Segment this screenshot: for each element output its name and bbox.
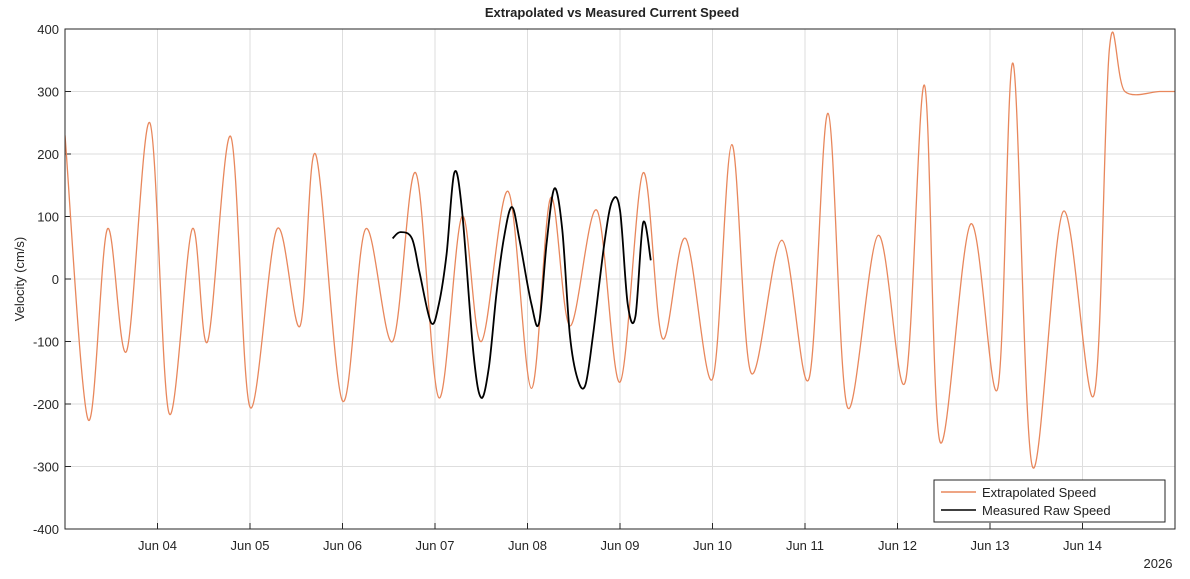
x-tick-label: Jun 07 xyxy=(415,538,454,553)
x-axis-ticks: Jun 04 Jun 05 Jun 06 Jun 07 Jun 08 Jun 09 Jun … xyxy=(138,523,1102,553)
legend: Extrapolated Speed Measured Raw Speed xyxy=(933,479,1166,523)
x-tick-label: Jun 09 xyxy=(600,538,639,553)
x-tick-label: Jun 04 xyxy=(138,538,177,553)
series-line-measured xyxy=(391,170,652,399)
y-tick-label: 100 xyxy=(37,210,59,225)
y-axis-ticks: -400 -300 -200 -100 0 100 200 300 400 xyxy=(33,22,71,537)
x-tick-label: Jun 14 xyxy=(1063,538,1102,553)
y-tick-label: 200 xyxy=(37,147,59,162)
y-tick-label: 400 xyxy=(37,22,59,37)
y-axis-label: Velocity (cm/s) xyxy=(12,237,27,322)
y-tick-label: 300 xyxy=(37,85,59,100)
x-tick-label: Jun 08 xyxy=(508,538,547,553)
y-tick-label: -100 xyxy=(33,335,59,350)
y-tick-label: -400 xyxy=(33,522,59,537)
y-tick-label: -200 xyxy=(33,397,59,412)
x-tick-label: Jun 05 xyxy=(230,538,269,553)
legend-label-extrapolated: Extrapolated Speed xyxy=(982,485,1096,500)
series-line-extrapolated xyxy=(65,31,1175,469)
series-lines xyxy=(65,31,1175,469)
x-tick-label: Jun 11 xyxy=(786,538,824,553)
y-tick-label: 0 xyxy=(52,272,59,287)
x-tick-label: Jun 10 xyxy=(693,538,732,553)
chart-title: Extrapolated vs Measured Current Speed xyxy=(485,5,739,20)
x-tick-label: Jun 13 xyxy=(970,538,1009,553)
x-tick-label: Jun 12 xyxy=(878,538,917,553)
axes-box xyxy=(64,28,1176,530)
year-label: 2026 xyxy=(1144,556,1173,571)
legend-label-measured: Measured Raw Speed xyxy=(982,503,1111,518)
legend-box xyxy=(933,479,1166,523)
y-tick-label: -300 xyxy=(33,460,59,475)
x-tick-label: Jun 06 xyxy=(323,538,362,553)
